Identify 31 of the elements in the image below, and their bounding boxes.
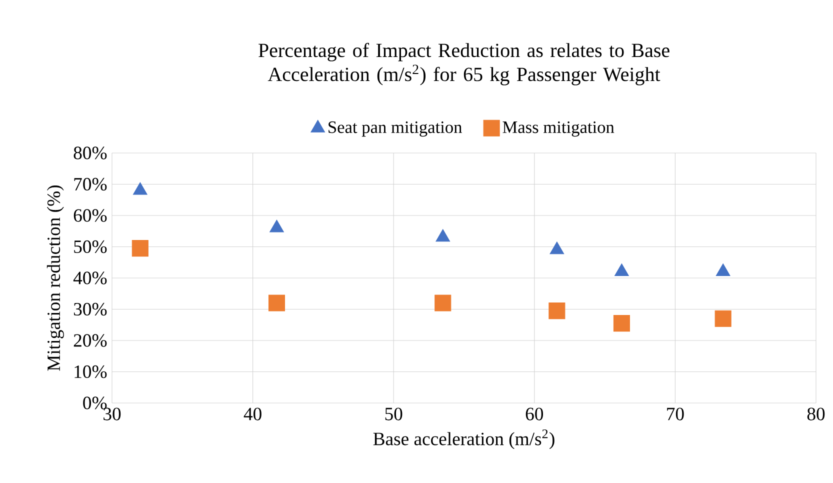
point: [132, 182, 148, 195]
y-tick-label: 30%: [74, 302, 107, 316]
y-tick-label: 10%: [74, 365, 107, 378]
y-axis-title: Mitigation reduction (%): [46, 186, 64, 371]
y-tick-label: 60%: [74, 209, 107, 222]
x-tick-label: 30: [104, 408, 121, 420]
point: [434, 294, 452, 312]
legend-label: Seat pan mitigation: [328, 121, 462, 137]
y-tick-label: 80%: [74, 146, 107, 160]
point: [548, 302, 566, 320]
y-tick-label: 0%: [83, 396, 107, 410]
point: [613, 315, 630, 332]
y-tick-label: 70%: [74, 178, 107, 191]
x-tick-label: 40: [244, 408, 262, 420]
chart-title: Percentage of Impact Reduction as relates to Base Acceleration (m/s$^{2}$) for 65 kg Passenger Weight: [258, 42, 670, 86]
x-tick-label: 60: [526, 408, 544, 420]
point: [714, 310, 732, 327]
y-tick-label: 40%: [73, 272, 107, 284]
point: [436, 229, 450, 242]
x-tick-label: 50: [385, 408, 402, 420]
x-tick-label: 70: [667, 408, 684, 420]
y-tick-label: 20%: [74, 334, 107, 347]
point: [270, 220, 284, 232]
x-axis-title: Base acceleration (m/s$^{2}$): [373, 429, 554, 450]
legend-label: Mass mitigation: [502, 121, 614, 137]
point: [550, 242, 564, 254]
y-tick-label: 50%: [74, 240, 107, 254]
point: [614, 263, 629, 276]
point: [268, 294, 286, 312]
point: [716, 263, 730, 276]
x-tick-label: 80: [807, 408, 825, 420]
